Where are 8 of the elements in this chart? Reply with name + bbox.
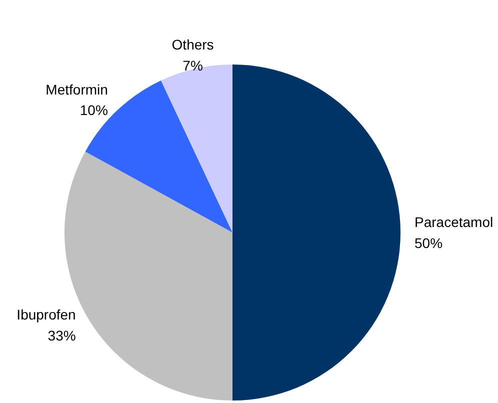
data-label: 10% [80, 102, 108, 118]
data-label: 50% [414, 234, 443, 251]
data-label: 7% [182, 57, 203, 74]
slice-label: Others [172, 36, 214, 52]
slice-label: Ibuprofen [16, 306, 76, 323]
slice-label: Metformin [46, 81, 108, 98]
slice-label: Paracetamol [414, 214, 494, 230]
data-label: 33% [48, 328, 76, 344]
